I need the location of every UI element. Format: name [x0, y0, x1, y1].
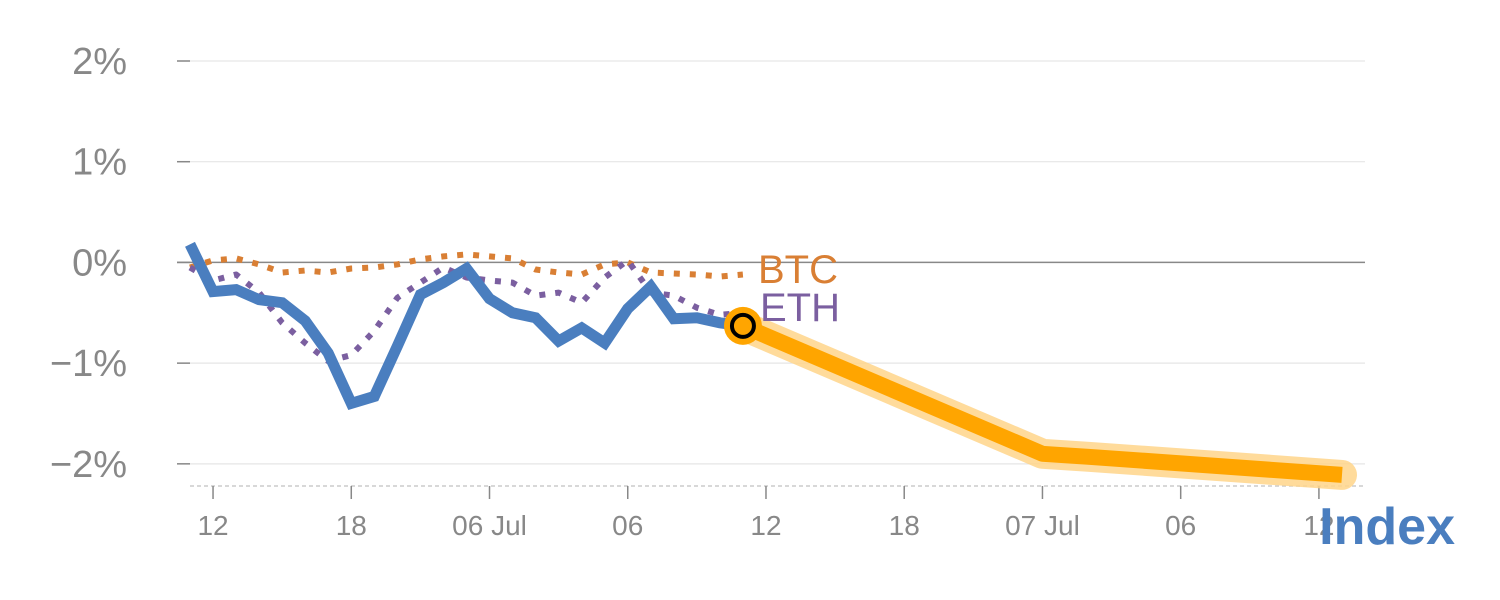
- y-tick-label: 0%: [72, 242, 127, 284]
- gridlines: [177, 60, 1365, 465]
- marker-outer: [723, 306, 762, 345]
- x-tick-label: 06: [1165, 510, 1196, 541]
- x-tick-label: 18: [889, 510, 920, 541]
- y-tick-label: 2%: [72, 41, 127, 83]
- y-axis: 2% 1% 0% −1% −2%: [50, 41, 190, 486]
- x-tick-label: 12: [750, 510, 781, 541]
- x-tick-label: 12: [1303, 510, 1334, 541]
- current-point-marker: [723, 306, 762, 345]
- y-tick-label: −1%: [50, 343, 127, 385]
- x-axis: 12 18 06 Jul 06 12 18 07 Jul 06 12: [190, 485, 1365, 541]
- series-lines: [185, 241, 1357, 490]
- series-label-btc: BTC: [758, 248, 838, 292]
- x-tick-label: 06 Jul: [452, 510, 527, 541]
- series-label-eth: ETH: [760, 286, 840, 330]
- y-tick-label: −2%: [50, 444, 127, 486]
- forecast-line: [739, 318, 1343, 483]
- y-tick-label: 1%: [72, 142, 127, 184]
- series-label-index: Index: [1319, 498, 1455, 556]
- x-tick-label: 07 Jul: [1005, 510, 1080, 541]
- series-line-index: [185, 241, 744, 411]
- x-tick-label: 06: [612, 510, 643, 541]
- marker-ring: [729, 312, 756, 339]
- x-tick-label: 12: [197, 510, 228, 541]
- x-tick-label: 18: [336, 510, 367, 541]
